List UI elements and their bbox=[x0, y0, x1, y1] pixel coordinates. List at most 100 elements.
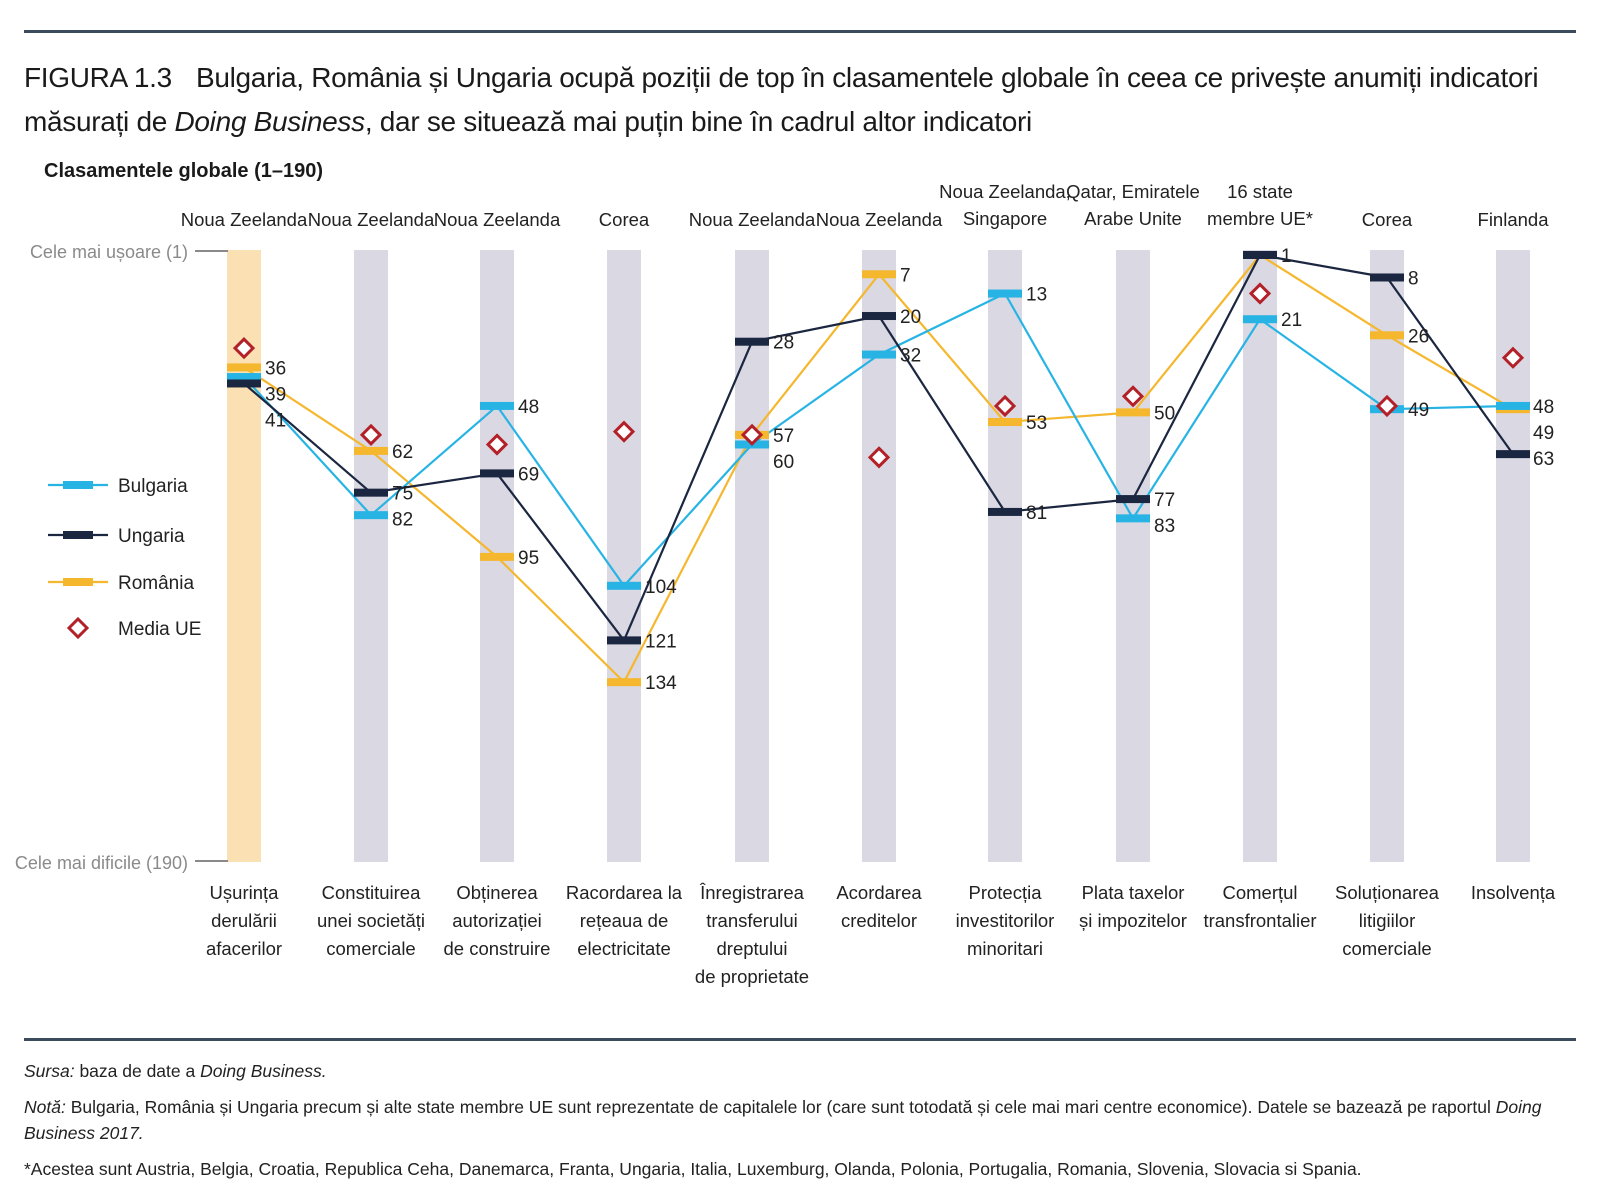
eu-average-marker bbox=[612, 420, 636, 443]
source-label: Sursa: bbox=[24, 1061, 75, 1081]
legend-label-ungaria: Ungaria bbox=[118, 526, 185, 547]
leader-label: Noua Zeelanda bbox=[816, 209, 943, 230]
value-label: 7 bbox=[900, 265, 911, 286]
marker-ungaria bbox=[354, 488, 388, 497]
value-label: 69 bbox=[518, 464, 539, 485]
eu-average-marker bbox=[1501, 346, 1525, 369]
category-label: Soluționarea bbox=[1335, 882, 1440, 903]
category-column bbox=[354, 250, 388, 862]
leader-label: membre UE* bbox=[1207, 208, 1313, 229]
leader-label: 16 state bbox=[1227, 181, 1293, 202]
category-label: Racordarea la bbox=[566, 882, 683, 903]
value-label: 60 bbox=[773, 452, 794, 473]
figure-number: FIGURA 1.3 bbox=[24, 62, 172, 93]
category-label: dreptului bbox=[717, 938, 788, 959]
value-label: 121 bbox=[645, 631, 677, 652]
value-label: 26 bbox=[1408, 326, 1429, 347]
marker-romania bbox=[227, 363, 261, 372]
legend-marker-eu bbox=[66, 616, 90, 640]
marker-ungaria bbox=[735, 337, 769, 346]
value-label: 48 bbox=[1533, 397, 1554, 418]
category-column bbox=[988, 250, 1022, 862]
eu-average-marker bbox=[1121, 385, 1145, 408]
category-label: autorizației bbox=[452, 910, 541, 931]
leader-label: Noua Zeelanda bbox=[434, 209, 561, 230]
leader-label: Finlanda bbox=[1478, 209, 1550, 230]
value-label: 13 bbox=[1026, 285, 1047, 306]
note-text: Bulgaria, România și Ungaria precum și a… bbox=[65, 1097, 1496, 1117]
marker-romania bbox=[354, 446, 388, 455]
value-label: 32 bbox=[900, 346, 921, 367]
category-label: minoritari bbox=[967, 938, 1043, 959]
category-label: transferului bbox=[706, 910, 798, 931]
marker-ungaria bbox=[1243, 251, 1277, 259]
source-text: baza de date a bbox=[74, 1061, 201, 1081]
leader-label: Corea bbox=[1362, 209, 1413, 230]
category-column bbox=[1116, 250, 1150, 862]
category-label: transfrontalier bbox=[1203, 910, 1316, 931]
category-label: Constituirea bbox=[322, 882, 421, 903]
marker-romania bbox=[862, 270, 896, 279]
marker-romania bbox=[480, 552, 514, 561]
top-rule bbox=[24, 30, 1576, 33]
marker-romania bbox=[1370, 331, 1404, 340]
marker-bulgaria bbox=[1496, 401, 1530, 410]
category-label: Înregistrarea bbox=[699, 882, 805, 903]
marker-romania bbox=[988, 418, 1022, 427]
category-label: Protecția bbox=[968, 882, 1042, 903]
figure-title-line2-b: , dar se situează mai puțin bine în cadr… bbox=[364, 106, 1032, 137]
legend-marker-bulgaria bbox=[63, 481, 93, 489]
marker-ungaria bbox=[607, 636, 641, 645]
value-label: 134 bbox=[645, 673, 677, 694]
chart-subtitle: Clasamentele globale (1–190) bbox=[44, 160, 324, 182]
eu-average-marker bbox=[485, 433, 509, 456]
value-label: 63 bbox=[1533, 449, 1554, 470]
legend-label-eu: Media UE bbox=[118, 619, 201, 640]
bottom-rule bbox=[24, 1038, 1576, 1041]
source-note: Sursa: baza de date a Doing Business. bbox=[24, 1058, 1574, 1084]
value-label: 49 bbox=[1408, 400, 1429, 421]
leader-label: Arabe Unite bbox=[1084, 208, 1182, 229]
category-label: comerciale bbox=[326, 938, 415, 959]
notes-section: Sursa: baza de date a Doing Business. No… bbox=[24, 1058, 1574, 1192]
leader-label: Noua Zeelanda bbox=[689, 209, 816, 230]
value-label: 50 bbox=[1154, 403, 1175, 424]
category-column bbox=[735, 250, 769, 862]
value-label: 62 bbox=[392, 442, 413, 463]
marker-bulgaria bbox=[1243, 315, 1277, 324]
eu-average-marker bbox=[740, 423, 764, 446]
value-label: 1 bbox=[1281, 246, 1292, 267]
marker-romania bbox=[1116, 408, 1150, 417]
category-label: Plata taxelor bbox=[1082, 882, 1185, 903]
source-em: Doing Business. bbox=[200, 1061, 327, 1081]
category-label: afacerilor bbox=[206, 938, 282, 959]
marker-ungaria bbox=[1116, 495, 1150, 504]
category-label: Comerțul bbox=[1222, 882, 1297, 903]
value-label: 41 bbox=[265, 410, 286, 431]
category-label: de construire bbox=[444, 938, 551, 959]
value-label: 57 bbox=[773, 426, 794, 447]
category-label: electricitate bbox=[577, 938, 671, 959]
marker-ungaria bbox=[480, 469, 514, 478]
value-label: 53 bbox=[1026, 413, 1047, 434]
leader-label: Noua Zeelanda bbox=[181, 209, 308, 230]
eu-average-marker bbox=[1248, 282, 1272, 305]
value-label: 39 bbox=[265, 384, 286, 405]
value-label: 75 bbox=[392, 484, 413, 505]
marker-ungaria bbox=[862, 312, 896, 321]
rankings-chart: Cele mai ușoare (1) Cele mai dificile (19… bbox=[15, 181, 1556, 987]
legend-label-bulgaria: Bulgaria bbox=[118, 476, 188, 497]
category-label: de proprietate bbox=[695, 966, 809, 987]
y-bottom-label: Cele mai dificile (190) bbox=[15, 853, 188, 873]
category-label: Ușurința bbox=[210, 882, 280, 903]
method-note: Notă: Bulgaria, România și Ungaria precu… bbox=[24, 1094, 1574, 1146]
category-label: Obținerea bbox=[456, 882, 538, 903]
category-label: și impozitelor bbox=[1079, 910, 1187, 931]
eu-average-marker bbox=[867, 446, 891, 469]
leader-label: Noua Zeelanda bbox=[308, 209, 435, 230]
category-column bbox=[1370, 250, 1404, 862]
marker-bulgaria bbox=[607, 581, 641, 590]
marker-bulgaria bbox=[1116, 514, 1150, 523]
marker-bulgaria bbox=[354, 511, 388, 520]
marker-ungaria bbox=[227, 379, 261, 388]
